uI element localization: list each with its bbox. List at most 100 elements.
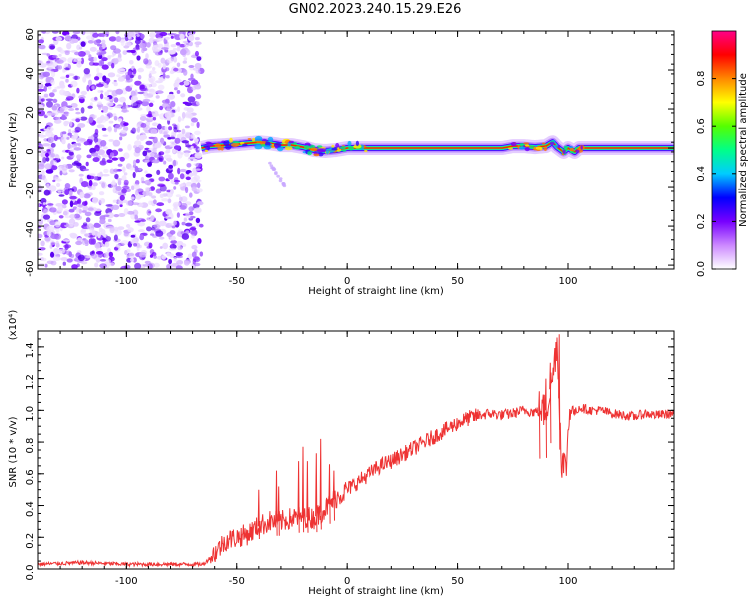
noise-speckle [111, 62, 115, 69]
noise-speckle [83, 141, 90, 146]
noise-speckle [48, 92, 55, 98]
noise-speckle [111, 157, 119, 161]
ridge-blob [247, 138, 252, 140]
ridge-blob [205, 146, 209, 150]
noise-speckle [185, 49, 191, 56]
ridge-blob [562, 149, 566, 155]
noise-speckle [45, 98, 54, 102]
noise-speckle [99, 160, 107, 166]
noise-speckle [59, 170, 63, 176]
noise-speckle [66, 42, 72, 50]
noise-speckle [67, 132, 72, 136]
noise-speckle [90, 152, 99, 157]
noise-speckle [150, 215, 155, 220]
noise-speckle [183, 150, 191, 154]
noise-speckle [93, 223, 101, 228]
snr-spike [306, 461, 309, 533]
noise-speckle [38, 81, 43, 84]
noise-speckle [185, 230, 190, 235]
noise-speckle [163, 134, 171, 138]
noise-speckle [163, 131, 168, 136]
noise-speckle [114, 229, 122, 236]
noise-speckle [114, 58, 119, 64]
noise-speckle [71, 118, 77, 122]
noise-speckle [109, 168, 115, 174]
noise-speckle [175, 252, 183, 257]
tail-speckle [268, 161, 272, 165]
ridge-blob [569, 147, 575, 152]
noise-speckle [173, 220, 177, 226]
noise-speckle [69, 38, 76, 44]
noise-speckle [73, 147, 82, 151]
noise-speckle [149, 70, 157, 75]
ridge-blob [214, 143, 221, 148]
noise-speckle [49, 220, 56, 226]
noise-speckle [44, 236, 51, 242]
ridge-blob [549, 141, 555, 146]
noise-speckle [146, 105, 151, 113]
noise-speckle [105, 204, 113, 207]
noise-speckle [155, 220, 160, 226]
noise-speckle [101, 39, 106, 45]
noise-speckle [101, 127, 107, 131]
noise-speckle [134, 146, 141, 154]
snr-x-tick-label: 100 [558, 576, 577, 587]
noise-speckle [122, 199, 128, 204]
ridge-blob [575, 149, 580, 153]
noise-speckle [176, 48, 181, 52]
noise-speckle [155, 48, 162, 52]
noise-speckle [86, 223, 94, 230]
noise-speckle [46, 183, 50, 189]
spectrogram-y-tick-label: 20 [25, 106, 36, 119]
noise-speckle [47, 85, 52, 90]
noise-speckle [130, 95, 138, 103]
noise-speckle [132, 171, 136, 179]
noise-speckle [126, 210, 135, 215]
noise-speckle [154, 141, 162, 149]
noise-speckle [60, 136, 66, 143]
noise-speckle [63, 121, 70, 125]
noise-speckle [142, 190, 150, 196]
noise-speckle [85, 217, 91, 223]
noise-speckle [135, 159, 140, 164]
noise-speckle [174, 137, 181, 144]
noise-speckle [138, 167, 142, 171]
noise-speckle [87, 105, 93, 109]
noise-speckle [148, 102, 154, 108]
noise-speckle [84, 31, 93, 35]
noise-speckle [76, 154, 82, 160]
noise-speckle [102, 173, 110, 177]
snr-plot-area [38, 334, 674, 569]
noise-speckle [199, 223, 204, 228]
noise-speckle [68, 251, 72, 258]
noise-speckle [121, 188, 128, 194]
noise-speckle [97, 101, 102, 105]
tail-speckle [269, 164, 274, 168]
noise-speckle [102, 108, 108, 113]
noise-speckle [140, 176, 145, 182]
noise-speckle [184, 131, 191, 139]
snr-y-axis-label: SNR (10 * v/v) [8, 416, 19, 487]
noise-speckle [139, 84, 145, 90]
noise-speckle [99, 46, 103, 51]
noise-speckle [55, 36, 63, 42]
noise-speckle [78, 204, 84, 208]
noise-speckle [67, 73, 75, 77]
noise-speckle [129, 60, 134, 65]
noise-speckle [193, 138, 199, 143]
noise-speckle [133, 47, 141, 51]
noise-speckle [80, 90, 88, 96]
spectrogram-y-tick-label: 0 [25, 148, 36, 154]
noise-speckle [81, 210, 87, 213]
snr-spike [277, 486, 280, 536]
noise-speckle [129, 166, 135, 171]
noise-speckle [45, 76, 50, 84]
noise-speckle [53, 134, 58, 142]
noise-speckle [64, 215, 71, 219]
noise-speckle [113, 116, 118, 121]
noise-speckle [50, 79, 55, 86]
noise-speckle [159, 137, 165, 145]
noise-speckle [170, 44, 177, 48]
ridge-blob [267, 136, 274, 142]
noise-speckle [195, 217, 201, 224]
